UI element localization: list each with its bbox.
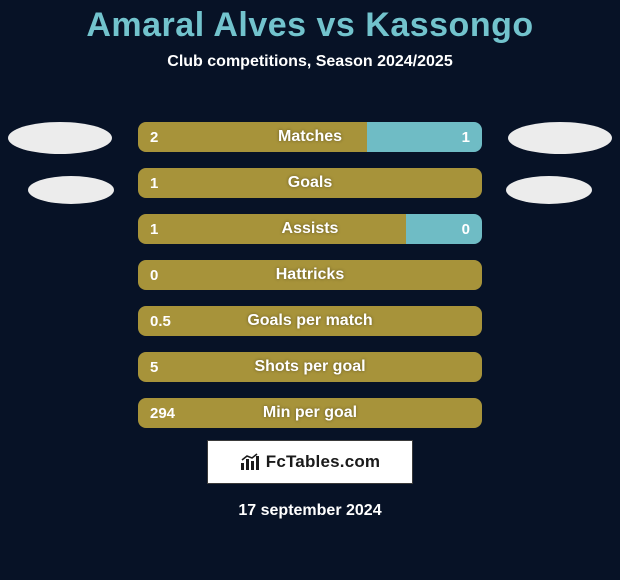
stat-row-matches: 2 Matches 1 [138,122,482,152]
chart-icon [240,453,260,471]
stat-row-goals-per-match: 0.5 Goals per match [138,306,482,336]
stat-label: Min per goal [138,398,482,428]
stat-label: Matches [138,122,482,152]
stat-right-value: 1 [462,122,470,152]
stat-label: Shots per goal [138,352,482,382]
brand-badge: FcTables.com [207,440,413,484]
stat-label: Goals per match [138,306,482,336]
stat-label: Assists [138,214,482,244]
stat-row-assists: 1 Assists 0 [138,214,482,244]
player-left-marker-1 [8,122,112,154]
player-right-marker-2 [506,176,592,204]
comparison-bars: 2 Matches 1 1 Goals 1 Assists 0 0 Hattri… [138,122,482,444]
page-title: Amaral Alves vs Kassongo [0,6,620,45]
brand-text: FcTables.com [266,452,381,472]
stat-row-min-per-goal: 294 Min per goal [138,398,482,428]
stat-right-value: 0 [462,214,470,244]
infographic-date: 17 september 2024 [0,502,620,520]
stat-label: Goals [138,168,482,198]
stat-row-hattricks: 0 Hattricks [138,260,482,290]
stat-row-shots-per-goal: 5 Shots per goal [138,352,482,382]
subtitle: Club competitions, Season 2024/2025 [0,53,620,71]
player-right-marker-1 [508,122,612,154]
player-left-marker-2 [28,176,114,204]
stat-row-goals: 1 Goals [138,168,482,198]
stat-label: Hattricks [138,260,482,290]
